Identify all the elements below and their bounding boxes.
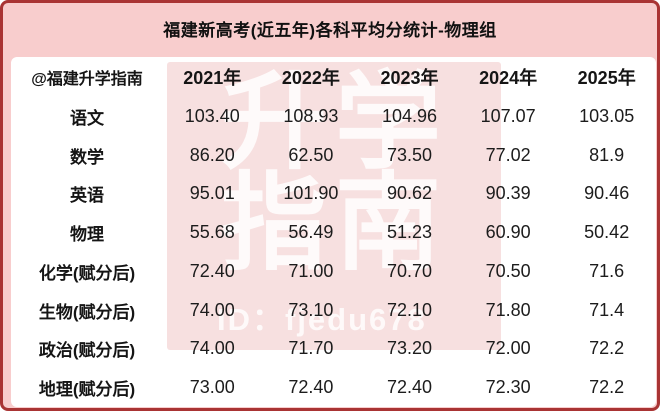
score-cell: 62.50 <box>288 144 334 165</box>
score-cell: 72.2 <box>589 377 625 398</box>
score-cell: 107.07 <box>480 105 536 126</box>
score-cell: 56.49 <box>288 222 334 243</box>
header-year-cell: 2022年 <box>281 68 340 88</box>
score-cell: 70.70 <box>386 260 433 281</box>
score-cell: 103.05 <box>579 105 635 126</box>
watermark-seal <box>167 62 501 350</box>
score-cell: 73.50 <box>386 144 433 165</box>
score-cell: 74.00 <box>189 338 235 359</box>
row-label-cell: 政治(赋分后) <box>38 341 136 361</box>
score-cell: 72.40 <box>288 377 334 398</box>
score-cell: 104.96 <box>381 105 438 126</box>
score-cell: 60.90 <box>485 222 531 243</box>
header-year-cell: 2025年 <box>577 68 636 88</box>
score-cell: 72.40 <box>189 260 235 281</box>
score-cell: 72.2 <box>589 338 625 359</box>
score-cell: 72.30 <box>485 377 531 398</box>
page-title: 福建新高考(近五年)各科平均分统计-物理组 <box>163 21 497 40</box>
table-panel: 升学 指南 ID：fjedu678 @福建升学指南 2021年 2022年 2023年… <box>11 57 656 407</box>
score-cell: 55.68 <box>189 222 235 243</box>
score-cell: 95.01 <box>189 183 235 204</box>
score-cell: 70.50 <box>485 260 531 281</box>
score-cell: 90.46 <box>584 183 630 204</box>
row-label-cell: 英语 <box>70 186 104 206</box>
score-cell: 103.40 <box>184 105 240 126</box>
header-year-cell: 2023年 <box>380 68 439 88</box>
row-label-cell: 生物(赋分后) <box>38 302 136 322</box>
score-cell: 72.40 <box>386 377 433 398</box>
header-year-cell: 2021年 <box>183 68 242 88</box>
score-cell: 73.20 <box>386 338 433 359</box>
score-cell: 90.62 <box>386 183 433 204</box>
score-cell: 86.20 <box>189 144 235 165</box>
score-cell: 71.70 <box>288 338 334 359</box>
row-label-cell: 语文 <box>70 108 104 128</box>
score-cell: 72.10 <box>386 299 433 320</box>
score-cell: 72.00 <box>485 338 531 359</box>
score-cell: 71.00 <box>288 260 334 281</box>
score-cell: 81.9 <box>589 144 625 165</box>
score-cell: 101.90 <box>283 183 339 204</box>
score-cell: 77.02 <box>485 144 531 165</box>
score-cell: 71.4 <box>589 299 625 320</box>
score-cell: 108.93 <box>283 105 339 126</box>
row-label-cell: 数学 <box>70 147 104 167</box>
score-cell: 71.6 <box>589 260 625 281</box>
score-table: @福建升学指南 2021年 2022年 2023年 2024年 2025年语文 103.40… <box>11 57 656 407</box>
row-label-cell: 化学(赋分后) <box>38 263 136 283</box>
score-cell: 71.80 <box>485 299 531 320</box>
score-cell: 51.23 <box>386 222 433 243</box>
header-account-cell: @福建升学指南 <box>31 71 143 88</box>
row-label-cell: 地理(赋分后) <box>38 380 136 400</box>
score-cell: 73.00 <box>189 377 235 398</box>
score-cell: 74.00 <box>189 299 235 320</box>
score-cell: 73.10 <box>288 299 334 320</box>
row-label-cell: 物理 <box>70 225 104 245</box>
score-cell: 90.39 <box>485 183 531 204</box>
score-cell: 50.42 <box>584 222 630 243</box>
header-year-cell: 2024年 <box>479 68 538 88</box>
